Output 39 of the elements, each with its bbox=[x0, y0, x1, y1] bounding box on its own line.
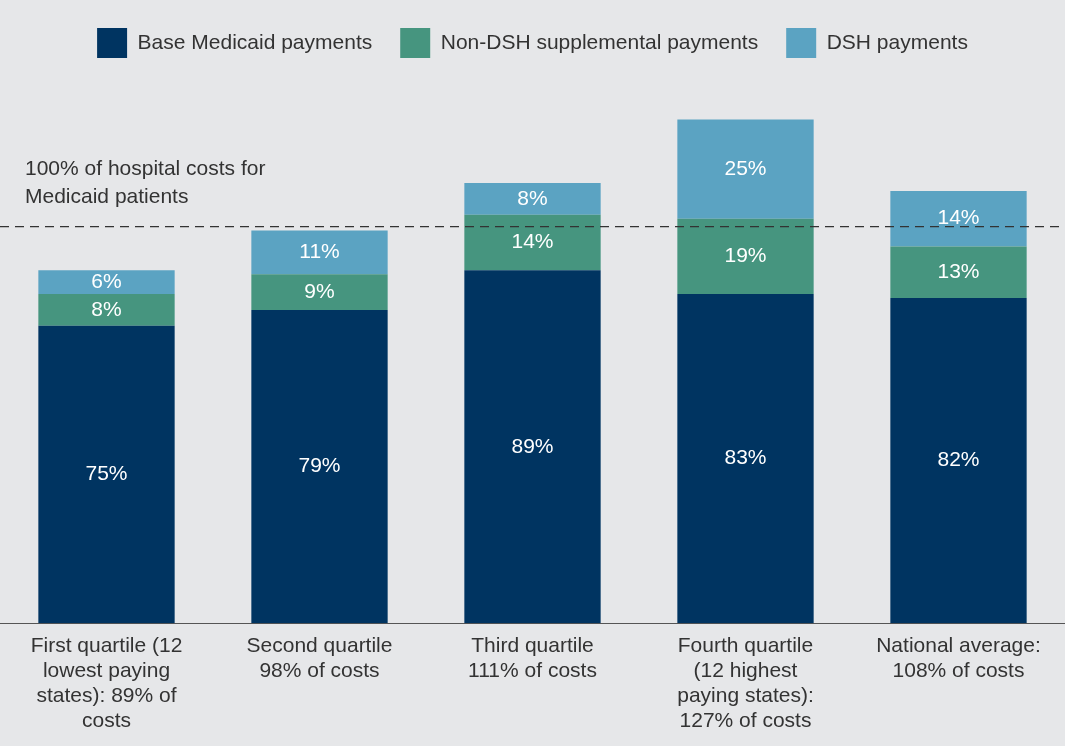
data-label: 6% bbox=[91, 268, 122, 292]
bar bbox=[677, 218, 814, 295]
legend-label: Non-DSH supplemental payments bbox=[440, 29, 759, 53]
data-label: 14% bbox=[511, 229, 554, 253]
x-tick-label: Fourth quartile (12 highest paying states): 127% of costs bbox=[677, 632, 814, 732]
bar bbox=[464, 270, 601, 624]
data-label: 75% bbox=[85, 461, 128, 485]
data-label: 8% bbox=[91, 296, 122, 320]
bar bbox=[677, 119, 814, 219]
bar bbox=[464, 183, 601, 215]
data-label: 79% bbox=[298, 453, 341, 477]
bar bbox=[464, 214, 601, 271]
legend-label: Base Medicaid payments bbox=[137, 29, 373, 53]
data-label: 89% bbox=[511, 433, 554, 457]
data-label: 82% bbox=[937, 447, 980, 471]
bar bbox=[38, 294, 175, 326]
data-label: 19% bbox=[724, 243, 767, 267]
data-label: 8% bbox=[517, 185, 548, 209]
legend-label: DSH payments bbox=[826, 29, 968, 53]
bar bbox=[890, 190, 1027, 247]
x-tick-label: Second quartile 98% of costs bbox=[246, 632, 393, 681]
bar bbox=[38, 325, 175, 624]
x-tick-label: National average: 108% of costs bbox=[876, 632, 1041, 681]
bar bbox=[38, 270, 175, 295]
data-label: 14% bbox=[937, 205, 980, 229]
data-label: 11% bbox=[299, 239, 340, 263]
data-label: 13% bbox=[937, 259, 980, 283]
bar bbox=[890, 298, 1027, 624]
data-label: 25% bbox=[724, 155, 767, 179]
bar bbox=[890, 246, 1027, 299]
x-tick-label: First quartile (12 lowest paying states): 89% of costs bbox=[30, 632, 183, 732]
data-label: 9% bbox=[304, 278, 335, 302]
bar bbox=[251, 230, 388, 275]
bar bbox=[251, 309, 388, 624]
bar bbox=[251, 274, 388, 310]
ref-line-label: 100% of hospital costs for Medicaid patients bbox=[25, 155, 266, 207]
x-tick-label: Third quartile 111% of costs bbox=[468, 632, 597, 681]
bar bbox=[677, 294, 814, 624]
data-label: 83% bbox=[724, 445, 767, 469]
